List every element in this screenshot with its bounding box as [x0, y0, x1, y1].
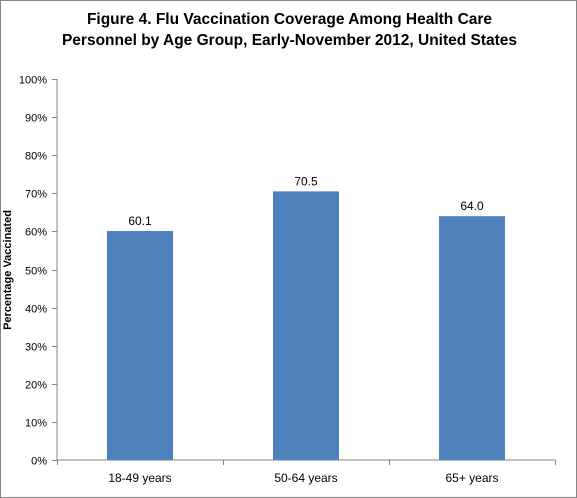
- bar-value-label: 70.5: [294, 174, 318, 188]
- y-tick-label: 90%: [25, 113, 47, 125]
- y-tick-label: 20%: [25, 380, 47, 392]
- y-tick-label: 100%: [19, 75, 47, 87]
- y-tick-label: 30%: [25, 342, 47, 354]
- bar: [439, 216, 505, 460]
- y-tick-label: 0%: [31, 456, 47, 468]
- bar-value-label: 64.0: [460, 199, 484, 213]
- x-tick-label: 65+ years: [445, 471, 498, 485]
- bar-value-label: 60.1: [128, 214, 152, 228]
- x-tick-label: 50-64 years: [274, 471, 337, 485]
- y-tick-label: 50%: [25, 266, 47, 278]
- y-tick-label: 60%: [25, 227, 47, 239]
- chart-title-line-1: Figure 4. Flu Vaccination Coverage Among…: [86, 11, 493, 28]
- y-tick-label: 40%: [25, 304, 47, 316]
- chart-title-line-2: Personnel by Age Group, Early-November 2…: [61, 32, 518, 49]
- bar: [273, 191, 339, 460]
- y-tick-label: 80%: [25, 151, 47, 163]
- chart-title: Figure 4. Flu Vaccination Coverage Among…: [1, 9, 577, 51]
- y-tick-label: 70%: [25, 189, 47, 201]
- x-tick-label: 18-49 years: [108, 471, 171, 485]
- y-tick-label: 10%: [25, 418, 47, 430]
- bar: [107, 231, 173, 460]
